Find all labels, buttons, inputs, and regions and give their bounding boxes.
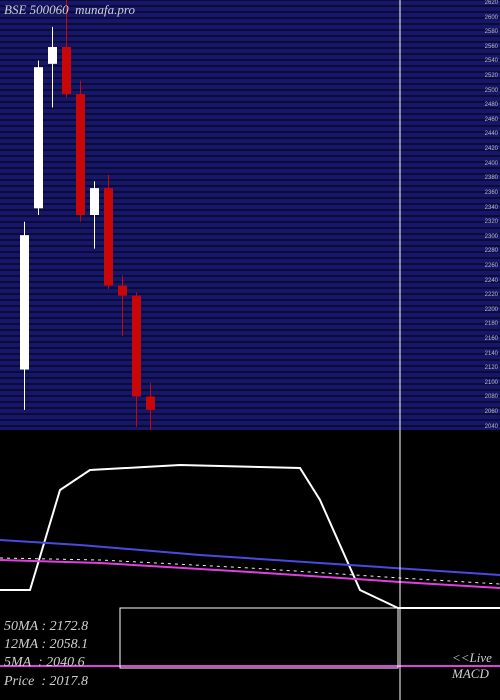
- indicator-panel[interactable]: [0, 430, 500, 700]
- price-chart-svg: [0, 0, 500, 430]
- indicator-svg: [0, 430, 500, 700]
- price-chart-panel[interactable]: [0, 0, 500, 430]
- chart-container: 2620260025802560254025202500248024602440…: [0, 0, 500, 700]
